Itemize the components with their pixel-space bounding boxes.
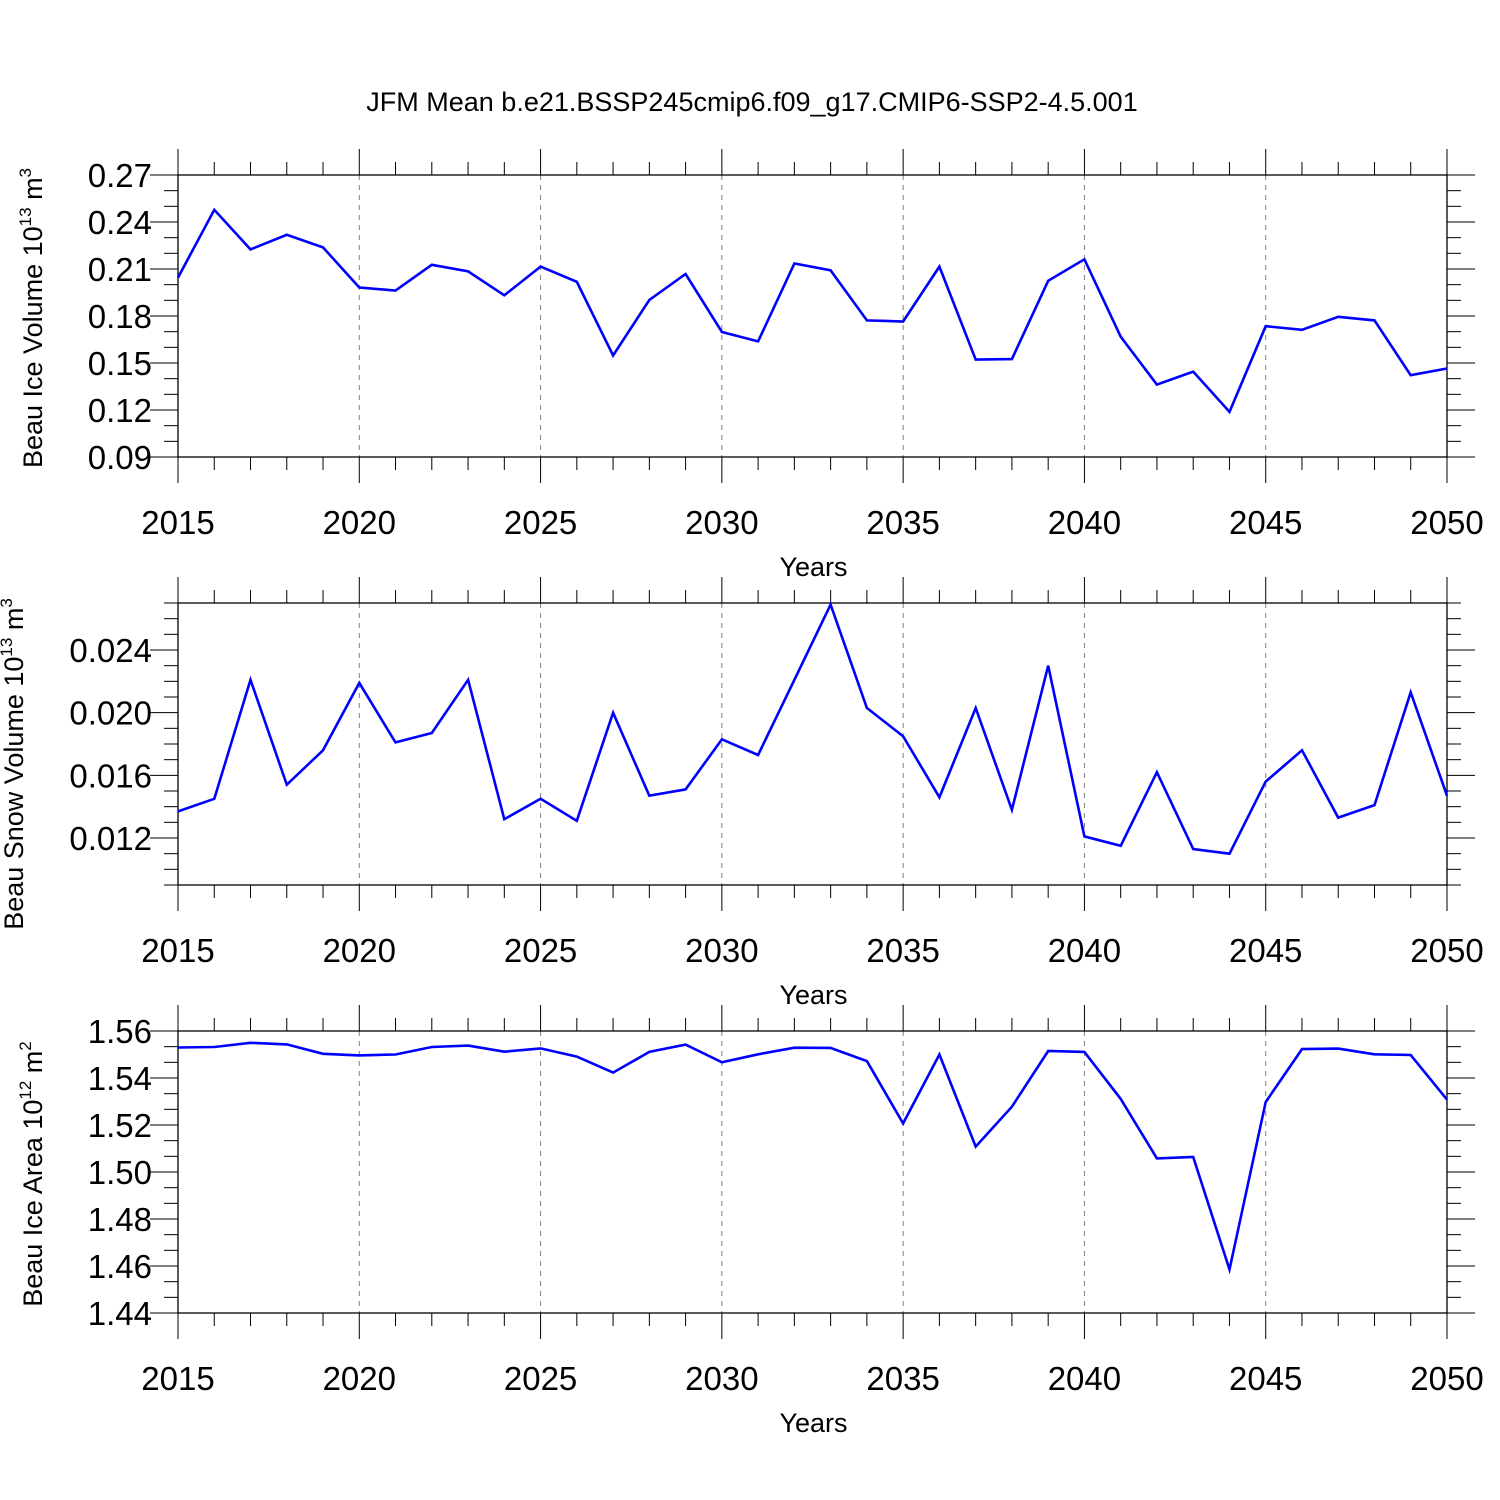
x-tick-label: 2050 <box>1410 932 1483 969</box>
panel-1: 0.09 0.12 0.15 0.18 0.21 0.24 0.27 2015 2020 2025… <box>16 149 1484 582</box>
y-tick-label: 1.48 <box>88 1201 152 1238</box>
y-tick-label: 0.27 <box>88 157 152 194</box>
x-tick-label: 2035 <box>866 504 939 541</box>
y-axis-title-text: Beau Ice Volume 10 <box>18 226 48 468</box>
y-tick-label: 0.012 <box>69 820 152 857</box>
series-line <box>177 1041 1449 1275</box>
y-tick-label: 0.020 <box>69 695 152 732</box>
y-axis-title-text: Beau Snow Volume 10 <box>0 657 29 930</box>
x-axis-title: Years <box>779 552 847 582</box>
y-axis-title-exponent: 13 <box>16 207 35 226</box>
y-axis-title-unit-exponent: 3 <box>16 168 35 177</box>
chart-title: JFM Mean b.e21.BSSP245cmip6.f09_g17.CMIP… <box>366 87 1137 117</box>
x-tick-label: 2045 <box>1229 932 1302 969</box>
x-tick-label: 2045 <box>1229 504 1302 541</box>
y-axis-title-unit: m <box>18 1051 48 1081</box>
y-tick-label: 0.024 <box>69 632 152 669</box>
y-axis-title: Beau Ice Volume 1013 m3 <box>16 168 48 468</box>
x-tick-label: 2015 <box>141 932 214 969</box>
x-tick-label: 2020 <box>323 1360 396 1397</box>
x-tick-label: 2015 <box>141 1360 214 1397</box>
x-tick-label: 2020 <box>323 932 396 969</box>
x-tick-label: 2030 <box>685 1360 758 1397</box>
series-line <box>176 207 1448 415</box>
y-axis-title-unit: m <box>18 177 48 207</box>
x-tick-label: 2030 <box>685 504 758 541</box>
x-tick-label: 2040 <box>1048 1360 1121 1397</box>
x-axis-title: Years <box>779 980 847 1010</box>
y-tick-label: 1.56 <box>88 1013 152 1050</box>
plot-frame <box>177 1030 1448 1314</box>
y-tick-label: 0.21 <box>88 251 152 288</box>
x-tick-label: 2020 <box>323 504 396 541</box>
panel-2: 0.012 0.016 0.020 0.024 2015 2020 2025 2030 2035… <box>0 577 1484 1010</box>
y-tick-label: 1.52 <box>88 1107 152 1144</box>
plot-frame <box>177 174 1448 458</box>
y-axis-title: Beau Snow Volume 1013 m3 <box>0 598 29 930</box>
y-axis-title-exponent: 13 <box>0 638 16 657</box>
x-tick-label: 2050 <box>1410 1360 1483 1397</box>
x-tick-label: 2040 <box>1048 932 1121 969</box>
x-tick-label: 2030 <box>685 932 758 969</box>
x-axis-title: Years <box>779 1408 847 1438</box>
y-axis-title-text: Beau Ice Area 10 <box>18 1100 48 1307</box>
x-tick-label: 2035 <box>866 932 939 969</box>
x-tick-label: 2025 <box>504 932 577 969</box>
y-tick-label: 0.18 <box>88 298 152 335</box>
plot-frame <box>177 602 1448 886</box>
y-axis-title-unit: m <box>0 608 29 638</box>
y-tick-label: 0.24 <box>88 204 152 241</box>
y-axis-title-unit-exponent: 3 <box>0 598 16 607</box>
y-axis-title-exponent: 12 <box>16 1081 35 1100</box>
y-tick-label: 1.50 <box>88 1154 152 1191</box>
y-tick-label: 0.12 <box>88 392 152 429</box>
x-tick-label: 2045 <box>1229 1360 1302 1397</box>
x-tick-label: 2025 <box>504 1360 577 1397</box>
y-tick-label: 1.46 <box>88 1248 152 1285</box>
x-tick-label: 2040 <box>1048 504 1121 541</box>
x-tick-label: 2035 <box>866 1360 939 1397</box>
y-axis-title: Beau Ice Area 1012 m2 <box>16 1041 48 1307</box>
x-tick-label: 2015 <box>141 504 214 541</box>
series-line <box>177 601 1449 856</box>
y-tick-label: 1.44 <box>88 1295 152 1332</box>
y-axis-title-unit-exponent: 2 <box>16 1041 35 1050</box>
panel-3: 1.44 1.46 1.48 1.50 1.52 1.54 1.56 2015 2020 2025… <box>16 1005 1484 1438</box>
x-tick-label: 2050 <box>1410 504 1483 541</box>
y-tick-label: 0.09 <box>88 439 152 476</box>
x-tick-label: 2025 <box>504 504 577 541</box>
y-tick-label: 0.15 <box>88 345 152 382</box>
y-tick-label: 1.54 <box>88 1060 152 1097</box>
y-tick-label: 0.016 <box>69 757 152 794</box>
